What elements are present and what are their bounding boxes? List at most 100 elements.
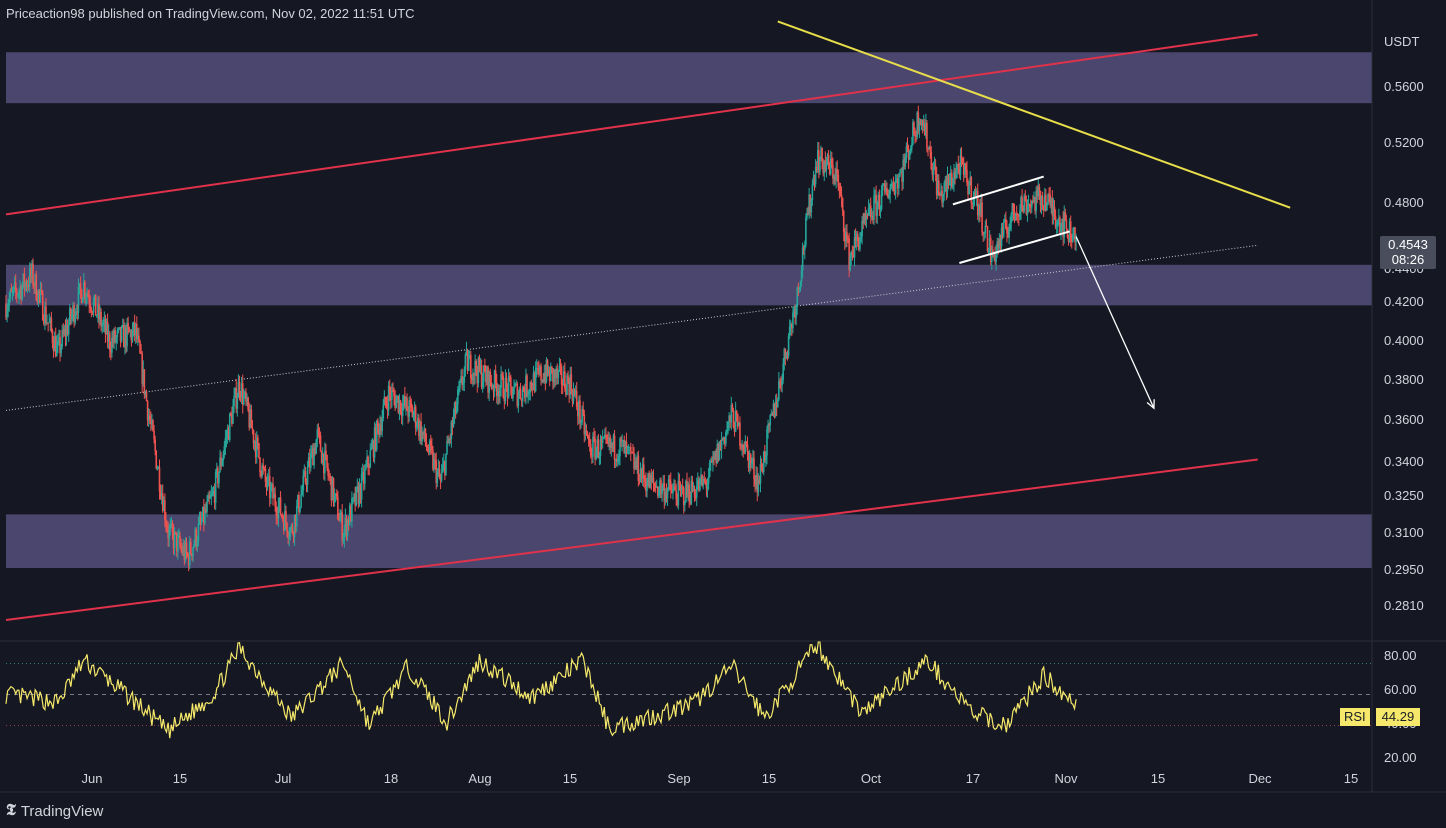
candle-body xyxy=(315,439,318,454)
candle-body xyxy=(969,177,971,186)
candle-body xyxy=(753,458,755,480)
candle-body xyxy=(1013,211,1016,220)
candle-body xyxy=(960,155,963,158)
candle-body xyxy=(100,311,102,327)
candle-body xyxy=(955,170,957,179)
candle-body xyxy=(573,389,576,395)
candle-body xyxy=(568,381,570,396)
price-tick-label: 0.3100 xyxy=(1384,525,1424,540)
candle-body xyxy=(333,494,336,503)
candle-body xyxy=(880,190,883,210)
candle-body xyxy=(998,238,1001,249)
candle-body xyxy=(1054,216,1057,227)
candle-body xyxy=(901,172,903,182)
candle-body xyxy=(855,233,858,241)
candle-body xyxy=(675,490,677,499)
candle-body xyxy=(801,247,804,271)
candle-body xyxy=(570,374,573,392)
candle-body xyxy=(788,326,791,336)
ascending-channel xyxy=(5,33,1258,621)
candle-body xyxy=(517,396,520,406)
footer-brand[interactable]: 𝕿 TradingView xyxy=(6,802,103,820)
candle-body xyxy=(90,308,93,312)
candle-body xyxy=(330,476,333,501)
candle-body xyxy=(995,250,997,262)
candle-body xyxy=(479,365,482,371)
candle-body xyxy=(1002,221,1005,237)
candle-body xyxy=(368,466,370,468)
chart-annotations xyxy=(777,20,1291,410)
candle-body xyxy=(250,409,253,428)
candle-body xyxy=(939,194,941,196)
candle-body xyxy=(161,493,164,512)
price-tick-label: 0.3600 xyxy=(1384,412,1424,427)
candle-body xyxy=(614,458,617,460)
candle-body xyxy=(392,390,394,392)
candle-body xyxy=(183,546,186,560)
candle-body xyxy=(187,555,190,566)
candle-body xyxy=(447,440,449,444)
candle-body xyxy=(365,465,367,469)
candle-body xyxy=(190,541,192,554)
candle-body xyxy=(455,404,458,414)
candle-body xyxy=(555,368,557,379)
candle-body xyxy=(988,237,991,250)
candle-body xyxy=(259,457,261,473)
candle-body xyxy=(745,441,748,445)
candle-body xyxy=(679,485,682,490)
candle-body xyxy=(771,413,774,415)
candle-body xyxy=(892,183,895,191)
candle-body xyxy=(300,494,302,508)
candle-body xyxy=(748,454,751,468)
candle-body xyxy=(594,438,596,459)
candle-body xyxy=(297,495,299,507)
candle-body xyxy=(1033,197,1035,203)
candle-body xyxy=(985,225,988,227)
candle-body xyxy=(657,486,659,496)
candle-body xyxy=(1062,219,1064,238)
candle-body xyxy=(312,448,314,466)
candle-body xyxy=(593,436,595,439)
candle-body xyxy=(631,452,633,454)
candle-body xyxy=(36,299,39,303)
candle-body xyxy=(825,162,828,171)
candle-body xyxy=(361,471,364,474)
candle-body xyxy=(759,464,762,484)
candle-body xyxy=(853,237,856,258)
candle-body xyxy=(120,326,123,341)
candle-body xyxy=(602,437,605,439)
candle-body xyxy=(390,393,392,400)
candle-body xyxy=(560,366,563,385)
candle-body xyxy=(524,390,526,398)
candle-body xyxy=(413,406,416,415)
candle-body xyxy=(399,400,402,412)
candle-body xyxy=(414,406,417,428)
candle-body xyxy=(707,476,710,484)
candle-body xyxy=(402,396,405,404)
candle-body xyxy=(465,349,468,355)
candle-body xyxy=(8,298,11,306)
candle-body xyxy=(778,381,780,400)
candle-body xyxy=(232,405,234,424)
candle-body xyxy=(211,492,214,495)
candle-body xyxy=(829,158,832,174)
candle-body xyxy=(158,467,161,492)
candle-body xyxy=(405,397,407,407)
candle-body xyxy=(962,164,965,175)
candle-body xyxy=(126,323,128,347)
candle-body xyxy=(839,189,842,195)
candle-body xyxy=(87,293,89,297)
candle-body xyxy=(204,509,206,524)
candle-body xyxy=(983,233,986,235)
candle-body xyxy=(963,163,966,175)
candle-body xyxy=(1028,203,1031,207)
candle-body xyxy=(808,194,810,215)
candle-body xyxy=(876,201,879,216)
rsi-tick-label: 60.00 xyxy=(1384,682,1417,697)
candle-body xyxy=(73,305,75,323)
candle-body xyxy=(954,171,956,179)
candle-body xyxy=(580,421,582,423)
candle-body xyxy=(646,485,648,492)
candle-body xyxy=(279,497,282,515)
